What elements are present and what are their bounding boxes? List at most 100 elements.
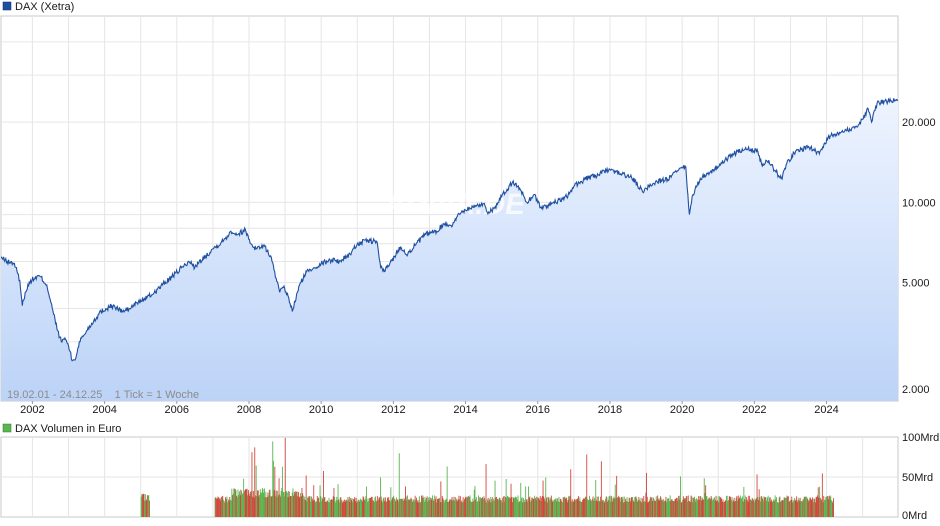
volume-bar: [459, 496, 461, 517]
volume-bar: [234, 488, 236, 517]
volume-bars: [140, 437, 834, 517]
volume-bar: [582, 498, 584, 517]
volume-bar: [469, 495, 471, 517]
volume-bar: [573, 501, 574, 517]
volume-bar: [339, 497, 341, 517]
volume-bar: [415, 500, 417, 517]
volume-bar: [685, 496, 687, 517]
volume-bar: [812, 497, 814, 517]
volume-bar: [287, 497, 289, 517]
volume-bar: [325, 502, 326, 517]
volume-bar: [463, 501, 465, 517]
volume-bar: [280, 491, 282, 517]
volume-bar: [660, 497, 662, 517]
volume-bar: [822, 502, 824, 517]
volume-bar: [803, 498, 805, 517]
volume-bar: [416, 497, 417, 517]
volume-bar: [375, 496, 377, 517]
volume-bar: [411, 499, 413, 517]
volume-bar: [500, 500, 502, 517]
volume-bar: [275, 495, 276, 517]
volume-bar: [478, 495, 479, 517]
volume-bar: [336, 500, 338, 517]
volume-bar: [409, 499, 411, 517]
volume-bar: [755, 499, 757, 517]
volume-bar: [749, 499, 751, 517]
volume-bar: [507, 496, 509, 517]
volume-bar: [572, 501, 574, 517]
volume-bar: [409, 499, 411, 517]
volume-bar: [719, 496, 720, 517]
volume-bar: [687, 495, 689, 517]
volume-bar: [559, 498, 561, 517]
volume-bar: [410, 497, 412, 517]
volume-bar: [232, 493, 234, 517]
volume-bar: [662, 499, 664, 517]
volume-bar: [753, 502, 755, 517]
volume-bar: [309, 496, 311, 517]
volume-bar: [408, 500, 410, 517]
volume-bar: [271, 496, 272, 517]
volume-bar: [266, 497, 267, 517]
volume-bar: [788, 501, 790, 517]
volume-bar: [313, 485, 315, 517]
volume-bar: [535, 500, 537, 517]
volume-bar: [499, 498, 501, 517]
volume-bar: [246, 489, 247, 517]
volume-bar: [454, 501, 456, 517]
volume-bar: [388, 497, 390, 517]
volume-bar: [509, 497, 511, 517]
volume-bar: [548, 500, 550, 517]
volume-bar: [382, 502, 383, 517]
volume-bar: [368, 497, 370, 517]
volume-bar: [701, 500, 702, 517]
volume-bar: [448, 500, 450, 517]
volume-bar: [819, 486, 821, 517]
volume-bar: [650, 497, 652, 517]
volume-bar: [790, 500, 791, 517]
volume-bar: [607, 501, 609, 517]
volume-bar: [273, 490, 275, 517]
volume-bar: [382, 498, 384, 517]
volume-bar: [380, 477, 381, 517]
volume-bar: [248, 493, 250, 517]
volume-bar: [680, 476, 681, 517]
volume-bar: [468, 497, 470, 517]
volume-bar: [597, 501, 599, 517]
volume-bar: [243, 478, 245, 517]
volume-bar: [352, 499, 354, 517]
volume-bar: [630, 501, 631, 517]
volume-bar: [456, 498, 458, 517]
volume-bar: [672, 501, 674, 517]
volume-bar: [571, 501, 572, 517]
volume-bar: [484, 500, 486, 517]
volume-bar: [507, 495, 508, 517]
volume-bar: [775, 499, 777, 517]
volume-bar: [774, 495, 776, 517]
volume-bar: [774, 500, 775, 517]
volume-bar: [555, 498, 556, 517]
volume-bar: [569, 495, 571, 517]
volume-bar: [278, 478, 280, 517]
volume-bar: [311, 498, 313, 517]
volume-bar: [498, 500, 499, 517]
volume-bar: [355, 501, 356, 517]
volume-bar: [218, 498, 220, 517]
volume-bar: [375, 501, 377, 517]
volume-bar: [796, 502, 798, 517]
volume-bar: [623, 496, 625, 517]
volume-bar: [425, 498, 427, 517]
volume-bar: [345, 500, 347, 517]
volume-bar: [562, 502, 563, 517]
volume-bar: [707, 499, 709, 517]
volume-bar: [539, 499, 540, 517]
volume-bar: [377, 500, 379, 517]
volume-bar: [261, 488, 263, 517]
volume-bar: [258, 496, 260, 517]
volume-bar: [441, 495, 443, 517]
volume-bar: [429, 496, 431, 517]
volume-bar: [720, 497, 722, 517]
volume-bar: [474, 486, 476, 517]
volume-bar: [508, 497, 510, 517]
volume-bar: [256, 496, 258, 517]
